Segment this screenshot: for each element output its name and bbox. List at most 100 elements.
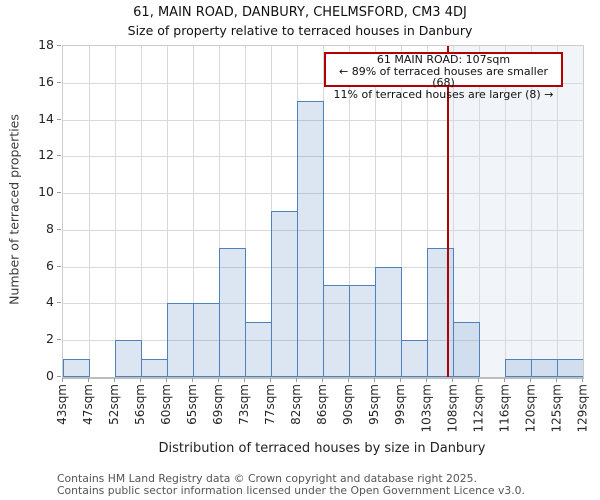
x-tick-label-text: 112sqm [471, 384, 485, 433]
y-tick-label: 14 [38, 111, 54, 126]
y-tick-mark [57, 302, 61, 303]
histogram-bar [297, 101, 324, 377]
x-tick-mark [400, 378, 401, 382]
gridline-v [505, 46, 506, 377]
chart-title: 61, MAIN ROAD, DANBURY, CHELMSFORD, CM3 … [133, 5, 467, 20]
x-tick-label-text: 52sqm [107, 384, 121, 425]
gridline-v [531, 46, 532, 377]
x-tick-label-text: 77sqm [263, 384, 277, 425]
x-tick-label-text: 69sqm [211, 384, 225, 425]
x-tick-mark [452, 378, 453, 382]
annotation-line-3: 11% of terraced houses are larger (8) → [333, 87, 554, 101]
gridline-v [167, 46, 168, 377]
y-tick-mark [57, 119, 61, 120]
property-annotation-box: 61 MAIN ROAD: 107sqm ← 89% of terraced h… [324, 52, 563, 100]
x-tick-label-text: 125sqm [549, 384, 563, 433]
x-tick-mark [218, 378, 219, 382]
x-tick-label-text: 65sqm [185, 384, 199, 425]
gridline-v [193, 46, 194, 377]
y-tick-mark [57, 45, 61, 46]
y-tick-mark [57, 229, 61, 230]
histogram-bar [141, 359, 168, 377]
gridline-v [427, 46, 428, 377]
larger-region-shade [447, 46, 583, 377]
histogram-bar [531, 359, 558, 377]
gridline-v [375, 46, 376, 377]
histogram-bar [245, 322, 272, 377]
histogram-bar [375, 267, 402, 377]
histogram-bar [193, 303, 220, 377]
y-tick-label: 16 [38, 74, 54, 89]
x-tick-mark [166, 378, 167, 382]
histogram-bar [323, 285, 350, 377]
x-tick-mark [244, 378, 245, 382]
histogram-bar [219, 248, 246, 377]
histogram-bar [271, 211, 298, 377]
gridline-v [479, 46, 480, 377]
x-tick-label-text: 129sqm [575, 384, 589, 433]
x-tick-label-text: 56sqm [133, 384, 147, 425]
x-tick-mark [374, 378, 375, 382]
y-tick-label: 6 [46, 258, 54, 273]
histogram-bar [401, 340, 428, 377]
x-tick-mark [348, 378, 349, 382]
footer-copyright-line-2: Contains public sector information licen… [57, 484, 525, 497]
y-tick-mark [57, 376, 61, 377]
gridline-v [115, 46, 116, 377]
histogram-bar [167, 303, 194, 377]
y-tick-label: 4 [46, 294, 54, 309]
x-axis-title: Distribution of terraced houses by size … [158, 441, 486, 456]
gridline-v [401, 46, 402, 377]
x-tick-mark [192, 378, 193, 382]
x-tick-label-text: 120sqm [523, 384, 537, 433]
x-tick-label-text: 108sqm [445, 384, 459, 433]
y-tick-label: 18 [38, 37, 54, 52]
x-tick-mark [530, 378, 531, 382]
histogram-bar [427, 248, 454, 377]
footer-copyright-line-1: Contains HM Land Registry data © Crown c… [57, 472, 477, 485]
y-tick-mark [57, 82, 61, 83]
x-tick-mark [322, 378, 323, 382]
x-tick-label-text: 60sqm [159, 384, 173, 425]
y-tick-label: 12 [38, 147, 54, 162]
x-tick-mark [582, 378, 583, 382]
x-tick-mark [88, 378, 89, 382]
histogram-bar [63, 359, 90, 377]
histogram-bar [115, 340, 142, 377]
x-tick-label-text: 95sqm [367, 384, 381, 425]
x-tick-label-text: 90sqm [341, 384, 355, 425]
gridline-v [557, 46, 558, 377]
y-tick-mark [57, 339, 61, 340]
x-tick-label-text: 43sqm [55, 384, 69, 425]
annotation-line-2: ← 89% of terraced houses are smaller (68… [339, 64, 548, 89]
x-tick-mark [270, 378, 271, 382]
y-tick-label: 2 [46, 331, 54, 346]
x-tick-mark [114, 378, 115, 382]
y-tick-label: 0 [46, 368, 54, 383]
x-tick-label-text: 82sqm [289, 384, 303, 425]
y-tick-label: 8 [46, 221, 54, 236]
x-tick-label-text: 73sqm [237, 384, 251, 425]
x-tick-mark [426, 378, 427, 382]
annotation-line-1: 61 MAIN ROAD: 107sqm [376, 53, 511, 66]
gridline-v [453, 46, 454, 377]
x-tick-label-text: 99sqm [393, 384, 407, 425]
gridline-v [349, 46, 350, 377]
histogram-bar [349, 285, 376, 377]
plot-area [62, 45, 584, 379]
y-tick-mark [57, 155, 61, 156]
gridline-v [219, 46, 220, 377]
histogram-bar [453, 322, 480, 377]
histogram-bar [505, 359, 532, 377]
x-tick-label-text: 86sqm [315, 384, 329, 425]
y-tick-label: 10 [38, 184, 54, 199]
x-tick-mark [504, 378, 505, 382]
gridline-v [89, 46, 90, 377]
y-axis-title: Number of terraced properties [6, 114, 22, 305]
x-tick-label-text: 116sqm [497, 384, 511, 433]
x-tick-mark [556, 378, 557, 382]
gridline-v [141, 46, 142, 377]
histogram-bar [557, 359, 583, 377]
x-tick-mark [62, 378, 63, 382]
